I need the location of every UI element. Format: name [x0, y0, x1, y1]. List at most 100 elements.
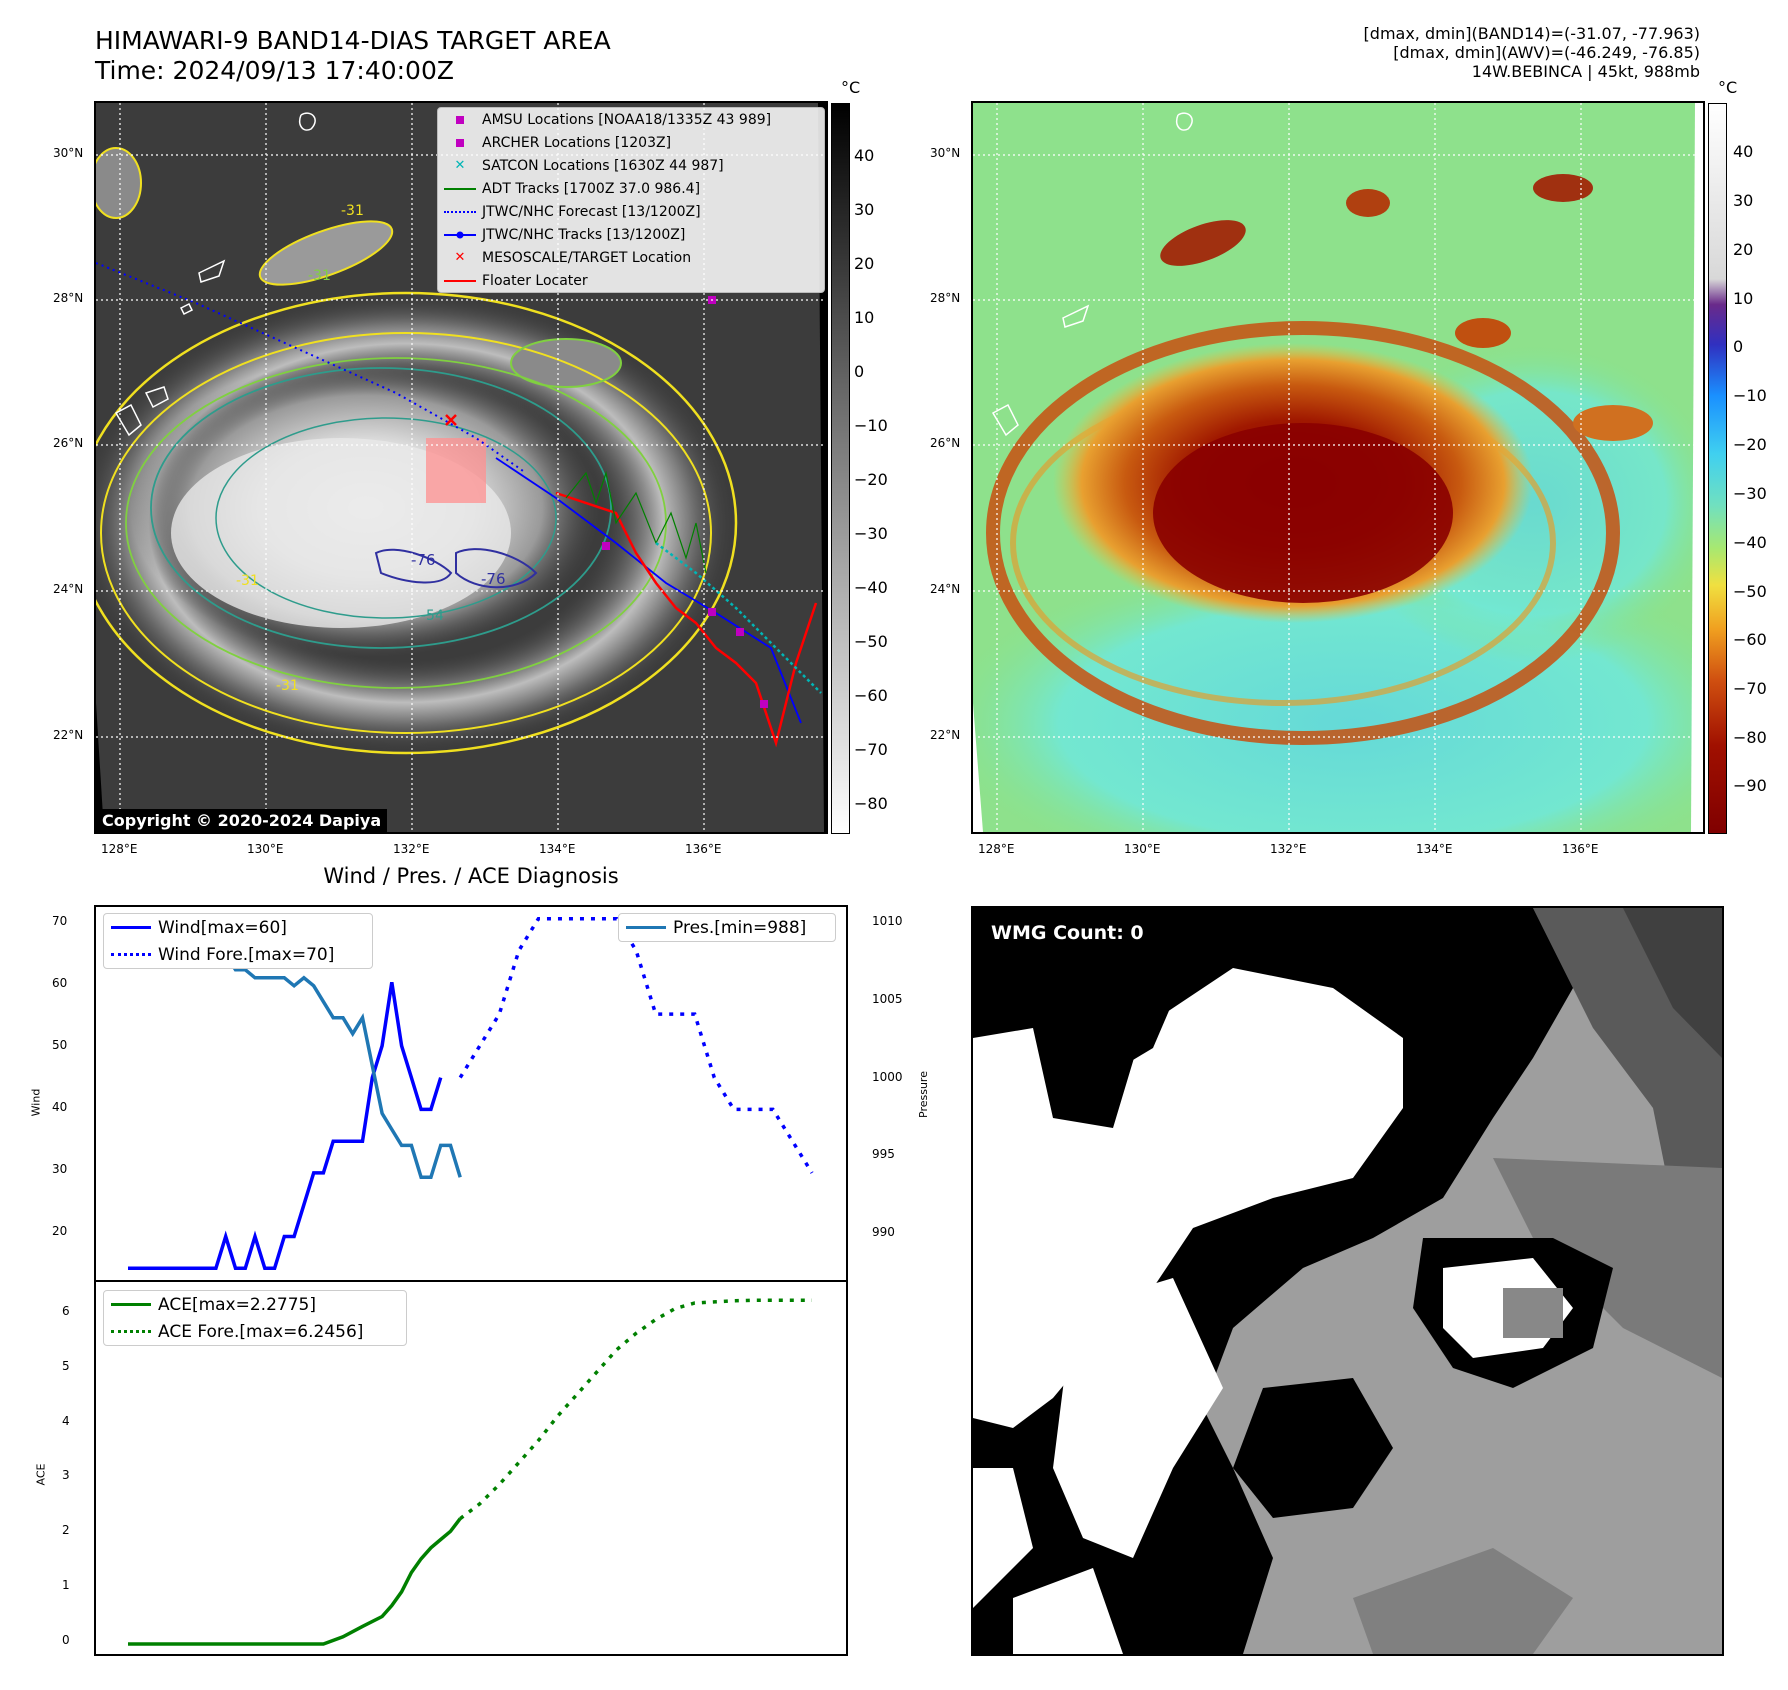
lon-label: 130°E [1124, 842, 1161, 856]
wind-tick-label: 20 [52, 1224, 68, 1238]
ir-colorbar-unit: °C [841, 78, 861, 97]
legend-label: Floater Locater [482, 272, 588, 289]
legend-label: ACE Fore.[max=6.2456] [158, 1321, 364, 1342]
lat-label: 22°N [930, 728, 961, 742]
contour-label: -54 [421, 608, 444, 624]
lat-label: 26°N [930, 436, 961, 450]
pressure-tick-label: 1000 [872, 1070, 903, 1084]
awv-gridlines [973, 103, 1703, 832]
satcon-track [655, 542, 822, 694]
ace-tick-label: 0 [62, 1633, 70, 1647]
ace-tick-label: 4 [62, 1414, 70, 1428]
diagnosis-title: Wind / Pres. / ACE Diagnosis [323, 864, 619, 888]
wind-tick-label: 30 [52, 1162, 68, 1176]
lat-label: 30°N [930, 146, 961, 160]
colorbar-tick: −50 [1733, 582, 1767, 601]
pressure-tick-label: 1005 [872, 992, 903, 1006]
wind-legend: Wind[max=60] Wind Fore.[max=70] [103, 913, 373, 969]
line-icon [444, 187, 476, 190]
ace-line [128, 1517, 462, 1646]
colorbar-tick: −20 [1733, 435, 1767, 454]
ace-series [128, 1298, 812, 1646]
colorbar-tick: 40 [854, 146, 875, 165]
legend-item: ADT Tracks [1700Z 37.0 986.4] [438, 177, 824, 200]
line-icon [111, 926, 151, 929]
lon-label: 134°E [1416, 842, 1453, 856]
dotted-line-icon [111, 953, 151, 956]
lat-label: 24°N [53, 582, 84, 596]
lon-label: 136°E [1562, 842, 1599, 856]
info-block: [dmax, dmin](BAND14)=(-31.07, -77.963) [… [1364, 24, 1700, 81]
lon-label: 132°E [1270, 842, 1307, 856]
awv-map-panel [971, 101, 1705, 834]
lat-label: 28°N [930, 291, 961, 305]
colorbar-tick: 30 [1733, 191, 1754, 210]
pressure-tick-label: 995 [872, 1147, 895, 1161]
legend-item: Floater Locater [438, 269, 824, 292]
ace-tick-label: 2 [62, 1523, 70, 1537]
ace-tick-label: 5 [62, 1359, 70, 1373]
contour-label: -31 [308, 268, 331, 284]
colorbar-tick: −60 [1733, 630, 1767, 649]
colorbar-tick: −70 [1733, 679, 1767, 698]
legend-item: ACE Fore.[max=6.2456] [104, 1318, 406, 1345]
colorbar-tick: 10 [854, 308, 875, 327]
colorbar-tick: −20 [854, 470, 888, 489]
lat-label: 22°N [53, 728, 84, 742]
lat-label: 28°N [53, 291, 84, 305]
colorbar-tick: −40 [854, 578, 888, 597]
colorbar-tick: −90 [1733, 776, 1767, 795]
legend-item: JTWC/NHC Tracks [13/1200Z] [438, 223, 824, 246]
line-dot-icon [444, 231, 476, 238]
legend-item: Pres.[min=988] [619, 914, 835, 941]
colorbar-tick: 10 [1733, 289, 1754, 308]
dotted-line-icon [444, 210, 476, 213]
lon-label: 128°E [978, 842, 1015, 856]
wmg-count-label: WMG Count: 0 [983, 918, 1152, 948]
ace-tick-label: 3 [62, 1468, 70, 1482]
adt-track [565, 470, 707, 574]
floater-track [555, 491, 818, 748]
ace-axis-label: ACE [34, 1463, 48, 1486]
colorbar-tick: 0 [854, 362, 865, 381]
ir-map-panel: -31 -31 -31 -31 -54 -76 -76 AMSU Locatio… [94, 101, 828, 834]
lon-label: 132°E [393, 842, 430, 856]
lat-label: 26°N [53, 436, 84, 450]
legend-item: AMSU Locations [NOAA18/1335Z 43 989] [438, 108, 824, 131]
legend-label: JTWC/NHC Forecast [13/1200Z] [482, 203, 701, 220]
colorbar-tick: 20 [854, 254, 875, 273]
wind-series [128, 916, 814, 1271]
info-storm: 14W.BEBINCA | 45kt, 988mb [1471, 62, 1700, 81]
page-title: HIMAWARI-9 BAND14-DIAS TARGET AREA [95, 26, 611, 55]
legend-item: Wind Fore.[max=70] [104, 941, 372, 968]
colorbar-tick: −50 [854, 632, 888, 651]
legend-item: ✕ SATCON Locations [1630Z 44 987] [438, 154, 824, 177]
colorbar-tick: 20 [1733, 240, 1754, 259]
wmg-panel: WMG Count: 0 [971, 906, 1724, 1656]
pressure-axis-label: Pressure [916, 1071, 930, 1118]
mesoscale-box [426, 438, 486, 503]
legend-label: SATCON Locations [1630Z 44 987] [482, 157, 724, 174]
ace-tick-label: 1 [62, 1578, 70, 1592]
wind-tick-label: 40 [52, 1100, 68, 1114]
pressure-tick-label: 1010 [872, 914, 903, 928]
legend-label: ACE[max=2.2775] [158, 1294, 316, 1315]
contour-label: -31 [236, 573, 259, 589]
jtwc-track [495, 457, 802, 724]
contour-label: -31 [276, 678, 299, 694]
legend-item: ACE[max=2.2775] [104, 1291, 406, 1318]
legend-label: Pres.[min=988] [673, 917, 807, 938]
colorbar-tick: 0 [1733, 337, 1744, 356]
ace-tick-label: 6 [62, 1304, 70, 1318]
info-band14: [dmax, dmin](BAND14)=(-31.07, -77.963) [1363, 24, 1700, 43]
legend-label: MESOSCALE/TARGET Location [482, 249, 692, 266]
colorbar-tick: −30 [1733, 484, 1767, 503]
awv-colorbar [1708, 103, 1727, 834]
contour-label: -31 [341, 203, 364, 219]
wind-tick-label: 50 [52, 1038, 68, 1052]
ace-legend: ACE[max=2.2775] ACE Fore.[max=6.2456] [103, 1290, 407, 1346]
lat-label: 30°N [53, 146, 84, 160]
contour-label: -76 [481, 570, 506, 588]
legend-item: JTWC/NHC Forecast [13/1200Z] [438, 200, 824, 223]
colorbar-tick: −80 [854, 794, 888, 813]
